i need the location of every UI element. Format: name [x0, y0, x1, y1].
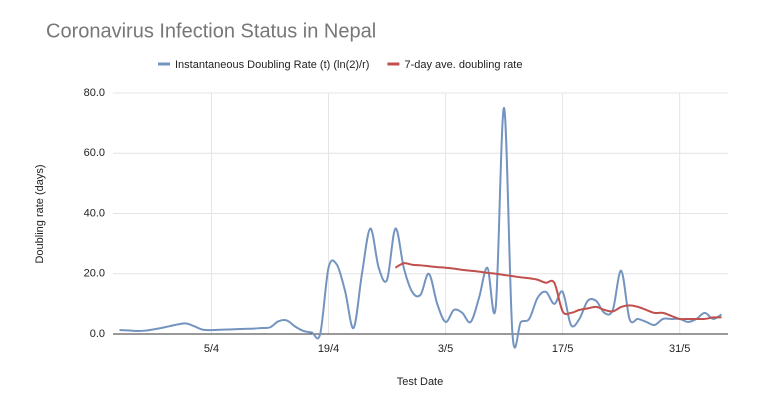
x-tick-label: 31/5: [669, 343, 690, 355]
x-tick-label: 5/4: [204, 343, 219, 355]
x-axis-label: Test Date: [397, 376, 443, 388]
y-tick-label: 60.0: [84, 147, 105, 159]
legend-label: Instantaneous Doubling Rate (t) (ln(2)/r…: [175, 59, 369, 71]
legend-label: 7-day ave. doubling rate: [404, 59, 522, 71]
y-tick-label: 0.0: [90, 328, 105, 340]
chart-title: Coronavirus Infection Status in Nepal: [46, 20, 376, 42]
y-axis-label: Doubling rate (days): [34, 164, 46, 263]
y-tick-label: 80.0: [84, 87, 105, 99]
series-line: [119, 107, 723, 349]
y-tick-label: 20.0: [84, 268, 105, 280]
x-tick-label: 3/5: [438, 343, 453, 355]
series-line: [394, 262, 722, 321]
x-tick-label: 17/5: [552, 343, 573, 355]
y-tick-label: 40.0: [84, 207, 105, 219]
x-tick-label: 19/4: [318, 343, 339, 355]
